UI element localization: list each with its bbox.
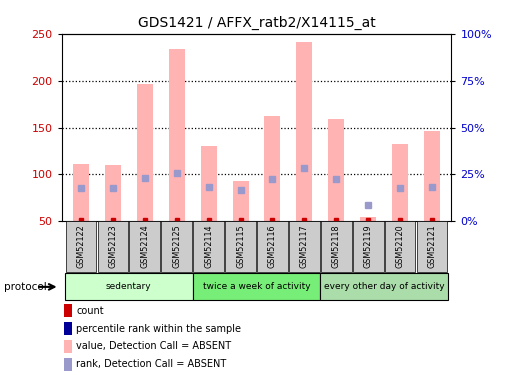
Title: GDS1421 / AFFX_ratb2/X14115_at: GDS1421 / AFFX_ratb2/X14115_at — [137, 16, 376, 30]
Text: GSM52115: GSM52115 — [236, 225, 245, 268]
Text: GSM52121: GSM52121 — [428, 225, 437, 268]
Bar — [162, 221, 192, 272]
Text: GSM52125: GSM52125 — [172, 225, 181, 268]
Bar — [392, 144, 408, 221]
Bar — [169, 49, 185, 221]
Bar — [64, 322, 72, 335]
Bar — [225, 221, 255, 272]
Bar — [201, 146, 216, 221]
Text: GSM52120: GSM52120 — [396, 225, 405, 268]
Bar — [105, 165, 121, 221]
Text: rank, Detection Call = ABSENT: rank, Detection Call = ABSENT — [76, 359, 227, 369]
Bar — [129, 221, 160, 272]
Bar — [417, 221, 447, 272]
Text: twice a week of activity: twice a week of activity — [203, 282, 310, 291]
Text: percentile rank within the sample: percentile rank within the sample — [76, 324, 242, 334]
Bar — [232, 181, 248, 221]
Bar — [73, 164, 89, 221]
Text: count: count — [76, 306, 104, 316]
Bar — [424, 131, 440, 221]
Text: GSM52123: GSM52123 — [108, 225, 117, 268]
Bar — [192, 273, 321, 300]
Bar — [65, 273, 192, 300]
Text: every other day of activity: every other day of activity — [324, 282, 445, 291]
Bar — [297, 42, 312, 221]
Bar — [265, 116, 281, 221]
Text: GSM52119: GSM52119 — [364, 225, 373, 268]
Bar — [64, 358, 72, 371]
Bar — [353, 221, 384, 272]
Bar — [64, 304, 72, 317]
Bar — [321, 221, 351, 272]
Bar — [193, 221, 224, 272]
Bar — [289, 221, 320, 272]
Bar — [258, 221, 288, 272]
Text: GSM52124: GSM52124 — [140, 225, 149, 268]
Text: protocol: protocol — [4, 282, 47, 292]
Bar — [328, 119, 344, 221]
Bar — [360, 217, 377, 221]
Bar — [385, 221, 416, 272]
Text: GSM52117: GSM52117 — [300, 225, 309, 268]
Text: GSM52114: GSM52114 — [204, 225, 213, 268]
Bar — [321, 273, 448, 300]
Bar — [97, 221, 128, 272]
Bar — [136, 84, 153, 221]
Bar — [66, 221, 96, 272]
Text: GSM52122: GSM52122 — [76, 225, 85, 268]
Text: value, Detection Call = ABSENT: value, Detection Call = ABSENT — [76, 342, 231, 351]
Text: GSM52118: GSM52118 — [332, 225, 341, 268]
Bar — [64, 340, 72, 353]
Text: sedentary: sedentary — [106, 282, 151, 291]
Text: GSM52116: GSM52116 — [268, 225, 277, 268]
